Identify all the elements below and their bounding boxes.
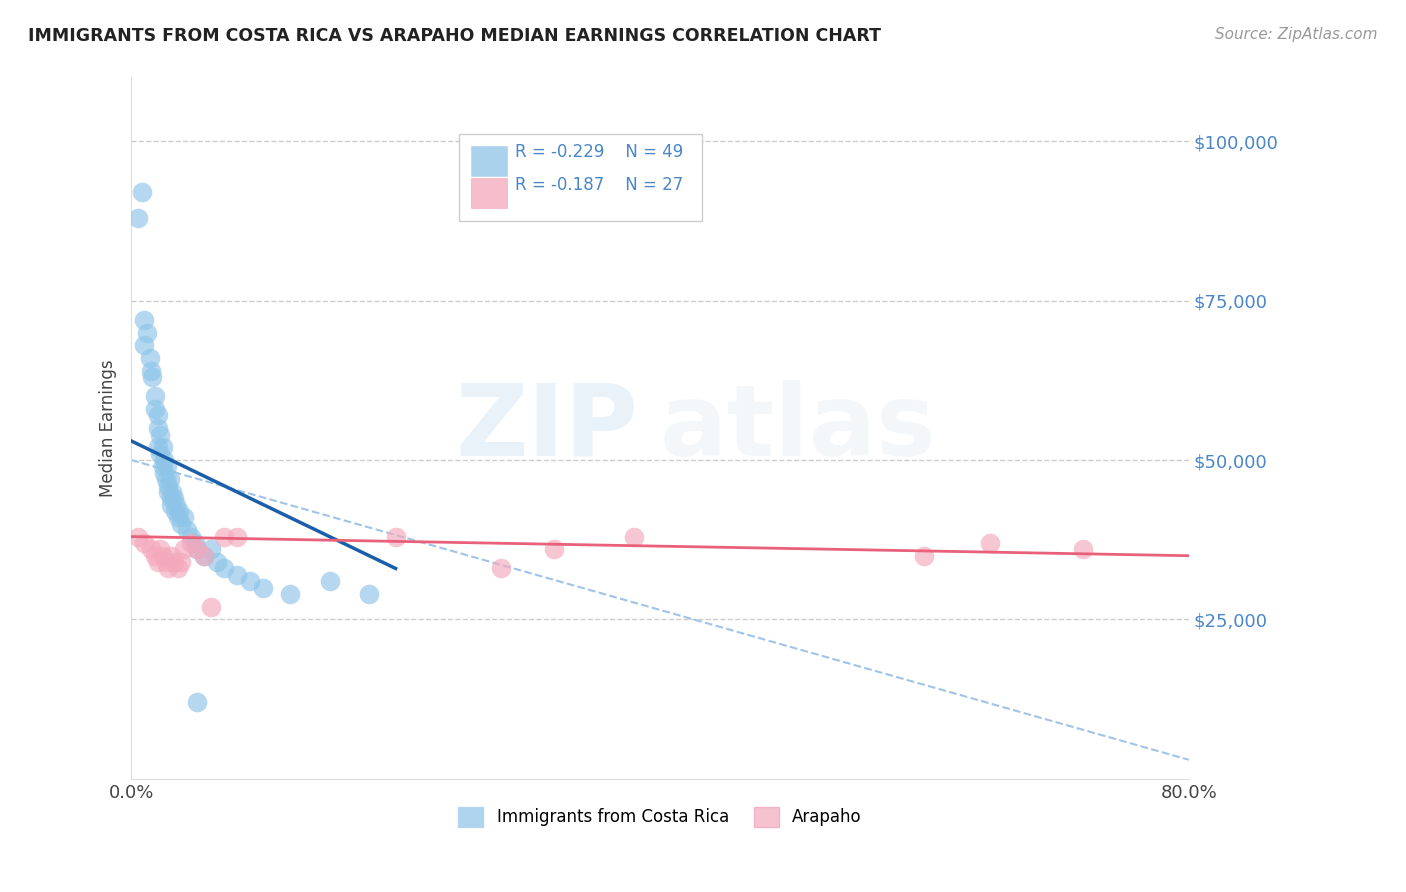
Point — [143, 549, 166, 563]
Point — [149, 427, 172, 442]
Point — [193, 549, 215, 563]
Point — [146, 409, 169, 423]
Point — [912, 549, 935, 563]
Point — [623, 530, 645, 544]
Point — [170, 555, 193, 569]
Point — [139, 364, 162, 378]
Point — [162, 491, 184, 506]
Point — [152, 459, 174, 474]
Point — [193, 549, 215, 563]
Point — [155, 555, 177, 569]
Text: atlas: atlas — [659, 380, 936, 476]
Point — [127, 530, 149, 544]
Point — [165, 498, 187, 512]
Point — [173, 510, 195, 524]
Point — [173, 542, 195, 557]
Point — [159, 472, 181, 486]
Point — [152, 549, 174, 563]
Point — [200, 599, 222, 614]
Point — [200, 542, 222, 557]
Point — [149, 542, 172, 557]
Point — [170, 516, 193, 531]
Legend: Immigrants from Costa Rica, Arapaho: Immigrants from Costa Rica, Arapaho — [451, 800, 869, 834]
Point — [160, 491, 183, 506]
Point — [252, 581, 274, 595]
Point — [163, 504, 186, 518]
Point — [141, 370, 163, 384]
Point — [139, 351, 162, 365]
Point — [131, 186, 153, 200]
Point — [226, 530, 249, 544]
Point — [160, 549, 183, 563]
Point — [149, 447, 172, 461]
Point — [146, 440, 169, 454]
Point — [384, 530, 406, 544]
Point — [180, 536, 202, 550]
Text: R = -0.187    N = 27: R = -0.187 N = 27 — [515, 176, 683, 194]
Point — [160, 498, 183, 512]
Point — [167, 504, 190, 518]
FancyBboxPatch shape — [471, 146, 506, 176]
Point — [176, 523, 198, 537]
Point — [143, 402, 166, 417]
Point — [166, 561, 188, 575]
Point — [162, 555, 184, 569]
Point — [153, 453, 176, 467]
Point — [157, 485, 180, 500]
Point — [239, 574, 262, 589]
Point — [127, 211, 149, 225]
Point — [359, 587, 381, 601]
Point — [166, 510, 188, 524]
Point — [134, 312, 156, 326]
Point — [152, 440, 174, 454]
Point — [226, 567, 249, 582]
Point — [186, 695, 208, 709]
Text: R = -0.229    N = 49: R = -0.229 N = 49 — [515, 144, 683, 161]
Point — [186, 542, 208, 557]
Text: Source: ZipAtlas.com: Source: ZipAtlas.com — [1215, 27, 1378, 42]
Point — [205, 555, 228, 569]
Point — [143, 389, 166, 403]
Point — [543, 542, 565, 557]
Point — [157, 478, 180, 492]
Point — [979, 536, 1001, 550]
Point — [183, 536, 205, 550]
Point — [212, 530, 235, 544]
Point — [139, 542, 162, 557]
Y-axis label: Median Earnings: Median Earnings — [100, 359, 117, 497]
Point — [180, 530, 202, 544]
Point — [146, 555, 169, 569]
Point — [146, 421, 169, 435]
FancyBboxPatch shape — [471, 178, 506, 208]
Point — [136, 326, 159, 340]
Text: IMMIGRANTS FROM COSTA RICA VS ARAPAHO MEDIAN EARNINGS CORRELATION CHART: IMMIGRANTS FROM COSTA RICA VS ARAPAHO ME… — [28, 27, 882, 45]
Point — [156, 459, 179, 474]
Point — [155, 472, 177, 486]
Point — [134, 338, 156, 352]
Point — [186, 542, 208, 557]
Point — [1071, 542, 1094, 557]
Point — [160, 485, 183, 500]
Text: ZIP: ZIP — [456, 380, 638, 476]
Point — [318, 574, 340, 589]
Point — [153, 466, 176, 480]
Point — [134, 536, 156, 550]
Point — [278, 587, 301, 601]
Point — [212, 561, 235, 575]
Point — [491, 561, 513, 575]
Point — [157, 561, 180, 575]
FancyBboxPatch shape — [460, 134, 703, 221]
